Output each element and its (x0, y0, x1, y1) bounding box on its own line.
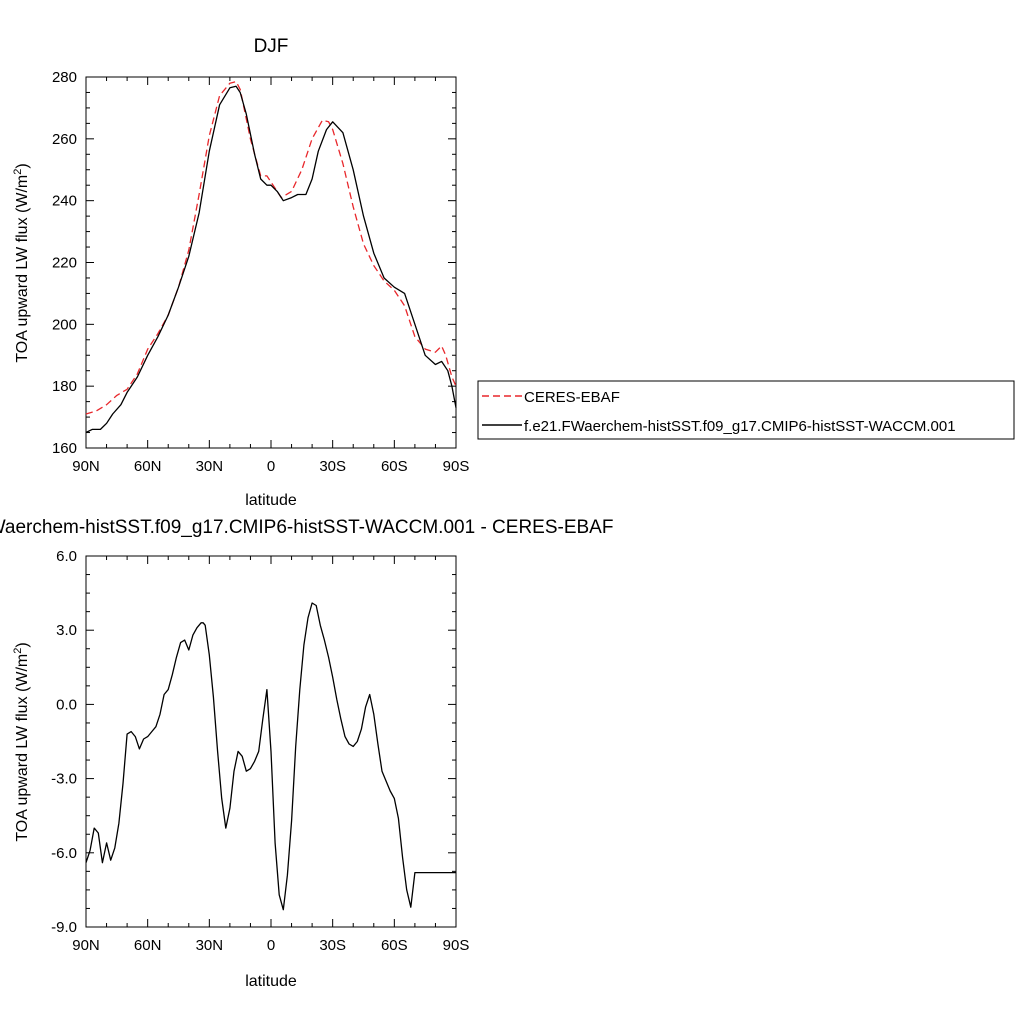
y-tick-label: -9.0 (51, 919, 77, 936)
x-tick-label: 60N (134, 458, 162, 475)
top-axes: 90N 60N 30N 0 30S 60S 90S 160 180 200 220 240 260 280 (52, 69, 469, 475)
y-tick-label: 3.0 (56, 622, 77, 639)
y-tick-label: 160 (52, 440, 77, 457)
plot-frame (85, 76, 457, 449)
y-tick-label: 180 (52, 378, 77, 395)
bottom-y-axis-label-sup: 2 (12, 648, 24, 654)
y-tick-label: -6.0 (51, 845, 77, 862)
legend-box (477, 380, 1015, 440)
bottom-y-axis-label-close: ) (14, 642, 31, 647)
y-tick-label: 280 (52, 69, 77, 86)
x-tick-label: 90N (72, 458, 100, 475)
bottom-panel: f.e21.FWaerchem-histSST.f09_g17.CMIP6-hi… (0, 517, 613, 990)
x-tick-label: 60S (381, 458, 408, 475)
x-tick-label: 30N (196, 458, 224, 475)
y-tick-label: 240 (52, 193, 77, 210)
x-tick-label: 60S (381, 937, 408, 954)
legend-label-model: f.e21.FWaerchem-histSST.f09_g17.CMIP6-hi… (524, 418, 956, 435)
top-x-axis-label: latitude (245, 492, 297, 509)
bottom-axes: 90N 60N 30N 0 30S 60S 90S -9.0 -6.0 -3.0 0.0 3.0 6.0 (51, 548, 469, 954)
bottom-y-axis-label-text: TOA upward LW flux (W/m (14, 654, 31, 842)
x-tick-label: 60N (134, 937, 162, 954)
top-y-axis-label-sup: 2 (12, 169, 24, 175)
y-tick-label: 6.0 (56, 548, 77, 565)
x-tick-label: 90N (72, 937, 100, 954)
y-tick-label: 0.0 (56, 696, 77, 713)
x-tick-label: 90S (443, 937, 470, 954)
legend: CERES-EBAF f.e21.FWaerchem-histSST.f09_g… (477, 380, 1015, 440)
bottom-chart-title: f.e21.FWaerchem-histSST.f09_g17.CMIP6-hi… (0, 517, 613, 538)
top-series-lines (85, 80, 457, 434)
x-tick-label: 0 (267, 458, 275, 475)
x-tick-label: 30S (319, 937, 346, 954)
y-tick-label: 200 (52, 316, 77, 333)
legend-label-ceres: CERES-EBAF (524, 389, 620, 406)
x-tick-label: 30S (319, 458, 346, 475)
top-panel: DJF 90N 60N 30N 0 30S 60S 90S 160 180 200 220 240 26… (12, 36, 469, 509)
y-tick-label: 220 (52, 255, 77, 272)
bottom-y-axis-label: TOA upward LW flux (W/m2) (12, 642, 31, 841)
y-tick-label: 260 (52, 131, 77, 148)
model-line (85, 85, 457, 434)
x-tick-label: 0 (267, 937, 275, 954)
ceres-ebaf-line (85, 80, 457, 415)
top-y-axis-label: TOA upward LW flux (W/m2) (12, 163, 31, 362)
top-y-axis-label-text: TOA upward LW flux (W/m (14, 175, 31, 363)
bottom-series-lines (85, 602, 456, 911)
top-chart-title: DJF (254, 36, 289, 57)
y-tick-label: -3.0 (51, 771, 77, 788)
difference-line (85, 602, 456, 911)
bottom-x-axis-label: latitude (245, 973, 297, 990)
x-tick-label: 90S (443, 458, 470, 475)
x-tick-label: 30N (196, 937, 224, 954)
plot-frame (85, 555, 457, 928)
top-y-axis-label-close: ) (14, 163, 31, 168)
